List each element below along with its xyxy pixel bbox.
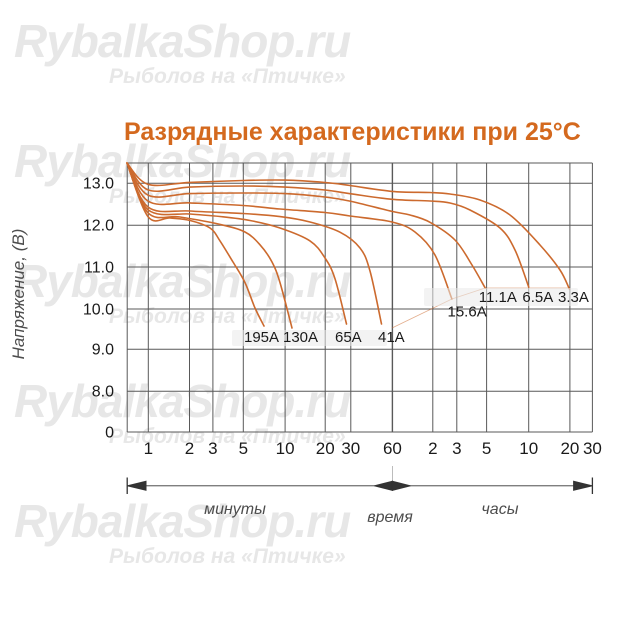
- svg-text:60: 60: [383, 439, 402, 458]
- svg-text:65A: 65A: [335, 329, 362, 346]
- svg-text:часы: часы: [482, 501, 519, 518]
- svg-text:130A: 130A: [283, 329, 318, 346]
- svg-text:0: 0: [105, 424, 114, 441]
- svg-text:8.0: 8.0: [92, 384, 114, 401]
- svg-text:1: 1: [144, 439, 153, 458]
- svg-text:3: 3: [208, 439, 217, 458]
- svg-text:10: 10: [276, 439, 295, 458]
- svg-text:5: 5: [482, 439, 491, 458]
- svg-text:41A: 41A: [378, 329, 405, 346]
- svg-text:минуты: минуты: [204, 501, 266, 518]
- svg-text:2: 2: [428, 439, 437, 458]
- svg-text:2: 2: [185, 439, 194, 458]
- svg-text:12.0: 12.0: [83, 218, 114, 235]
- svg-text:9.0: 9.0: [92, 342, 114, 359]
- svg-text:30: 30: [583, 439, 602, 458]
- svg-text:11.0: 11.0: [84, 259, 114, 276]
- svg-text:13.0: 13.0: [83, 176, 114, 193]
- svg-text:3: 3: [452, 439, 461, 458]
- svg-text:20: 20: [316, 439, 335, 458]
- svg-text:195A: 195A: [244, 329, 279, 346]
- svg-text:время: время: [367, 509, 413, 526]
- svg-text:30: 30: [341, 439, 360, 458]
- svg-text:20: 20: [560, 439, 579, 458]
- svg-text:10.0: 10.0: [83, 301, 114, 318]
- svg-text:3.3A: 3.3A: [558, 289, 589, 306]
- svg-text:5: 5: [239, 439, 248, 458]
- svg-text:11.1A: 11.1A: [479, 289, 517, 306]
- svg-text:15.6A: 15.6A: [448, 304, 487, 321]
- svg-text:10: 10: [519, 439, 538, 458]
- svg-text:6.5A: 6.5A: [522, 289, 553, 306]
